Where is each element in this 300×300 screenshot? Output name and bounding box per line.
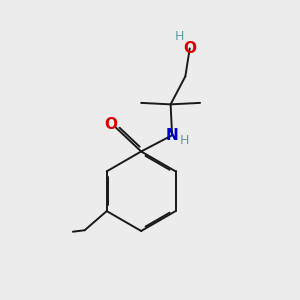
Text: H: H (175, 30, 184, 43)
Text: O: O (183, 41, 196, 56)
Text: N: N (166, 128, 178, 143)
Text: H: H (180, 134, 189, 147)
Text: O: O (105, 118, 118, 133)
